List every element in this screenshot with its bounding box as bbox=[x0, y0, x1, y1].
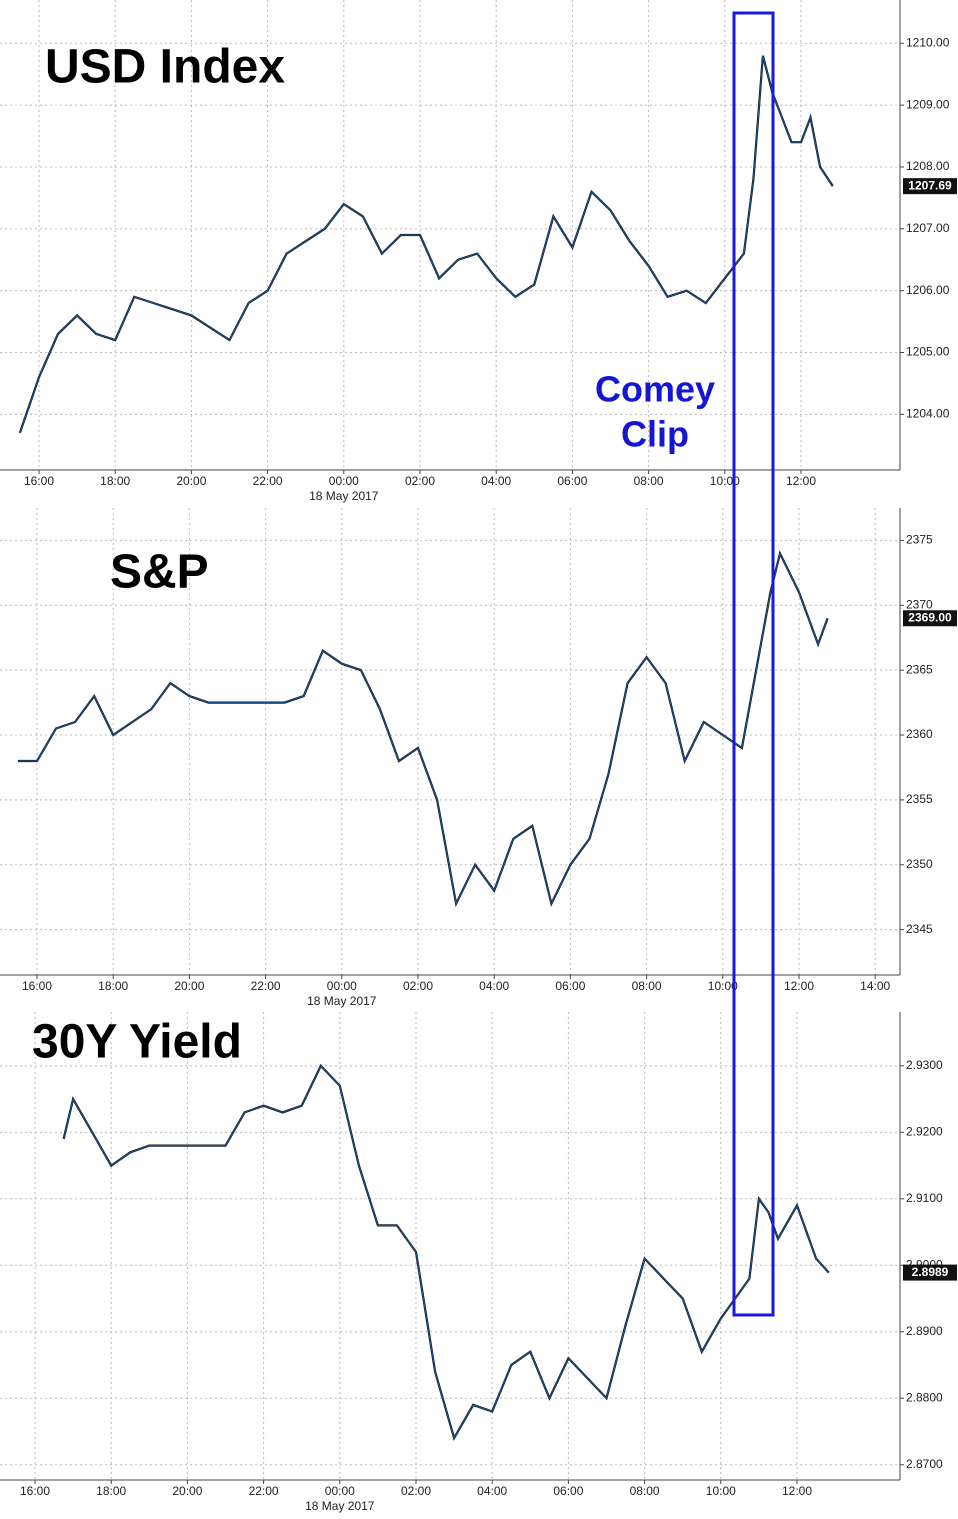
x-tick-label: 00:00 bbox=[329, 474, 359, 488]
x-tick-label: 12:00 bbox=[782, 1484, 812, 1498]
y-tick-label: 2375 bbox=[906, 533, 933, 547]
annotation: Comey bbox=[595, 369, 715, 410]
x-tick-label: 22:00 bbox=[253, 474, 283, 488]
y-tick-label: 2370 bbox=[906, 597, 933, 611]
x-tick-label: 22:00 bbox=[249, 1484, 279, 1498]
x-axis-label: 18 May 2017 bbox=[307, 994, 377, 1008]
x-tick-label: 18:00 bbox=[96, 1484, 126, 1498]
y-tick-label: 2345 bbox=[906, 922, 933, 936]
x-tick-label: 08:00 bbox=[630, 1484, 660, 1498]
y-tick-label: 1206.00 bbox=[906, 283, 950, 297]
price-line bbox=[17, 550, 829, 908]
x-tick-label: 20:00 bbox=[174, 979, 204, 993]
last-value-label: 2.8989 bbox=[912, 1265, 949, 1279]
x-tick-label: 00:00 bbox=[327, 979, 357, 993]
y-tick-label: 2.9300 bbox=[906, 1058, 943, 1072]
y-tick-label: 2.9100 bbox=[906, 1191, 943, 1205]
y-tick-label: 2.8900 bbox=[906, 1324, 943, 1338]
x-tick-label: 06:00 bbox=[555, 979, 585, 993]
x-tick-label: 04:00 bbox=[479, 979, 509, 993]
y-tick-label: 1204.00 bbox=[906, 407, 950, 421]
x-tick-label: 20:00 bbox=[172, 1484, 202, 1498]
x-tick-label: 16:00 bbox=[20, 1484, 50, 1498]
x-tick-label: 04:00 bbox=[477, 1484, 507, 1498]
x-axis-label: 18 May 2017 bbox=[309, 489, 379, 503]
y-tick-label: 2.8800 bbox=[906, 1390, 943, 1404]
x-tick-label: 06:00 bbox=[557, 474, 587, 488]
y-tick-label: 1210.00 bbox=[906, 35, 950, 49]
x-tick-label: 16:00 bbox=[22, 979, 52, 993]
y-tick-label: 1207.00 bbox=[906, 221, 950, 235]
x-axis-label: 18 May 2017 bbox=[305, 1499, 375, 1513]
price-line bbox=[62, 1063, 830, 1441]
x-tick-label: 22:00 bbox=[251, 979, 281, 993]
last-value-box bbox=[903, 610, 957, 627]
x-tick-label: 16:00 bbox=[24, 474, 54, 488]
x-tick-label: 04:00 bbox=[481, 474, 511, 488]
y-tick-label: 2.9200 bbox=[906, 1124, 943, 1138]
x-tick-label: 02:00 bbox=[405, 474, 435, 488]
price-line-overlay bbox=[63, 1064, 830, 1440]
x-tick-label: 18:00 bbox=[100, 474, 130, 488]
highlight-box bbox=[732, 11, 775, 1317]
x-tick-label: 02:00 bbox=[401, 1484, 431, 1498]
x-tick-label: 08:00 bbox=[632, 979, 662, 993]
panel-title: 30Y Yield bbox=[32, 1016, 242, 1069]
x-tick-label: 10:00 bbox=[708, 979, 738, 993]
y-tick-label: 2365 bbox=[906, 662, 933, 676]
price-line-overlay bbox=[17, 551, 829, 906]
y-tick-label: 1209.00 bbox=[906, 97, 950, 111]
y-tick-label: 1208.00 bbox=[906, 159, 950, 173]
y-tick-label: 2350 bbox=[906, 857, 933, 871]
annotation: Clip bbox=[621, 414, 689, 455]
last-value-label: 2369.00 bbox=[908, 610, 952, 624]
x-tick-label: 00:00 bbox=[325, 1484, 355, 1498]
x-tick-label: 02:00 bbox=[403, 979, 433, 993]
y-tick-label: 2355 bbox=[906, 792, 933, 806]
last-value-label: 1207.69 bbox=[908, 178, 952, 192]
x-tick-label: 14:00 bbox=[860, 979, 890, 993]
x-tick-label: 10:00 bbox=[706, 1484, 736, 1498]
x-tick-label: 06:00 bbox=[553, 1484, 583, 1498]
y-tick-label: 2.8700 bbox=[906, 1457, 943, 1471]
last-value-box bbox=[903, 178, 957, 195]
price-line-overlay bbox=[19, 55, 834, 434]
x-tick-label: 12:00 bbox=[784, 979, 814, 993]
panel-title: S&P bbox=[110, 546, 209, 599]
x-tick-label: 18:00 bbox=[98, 979, 128, 993]
last-value-box bbox=[903, 1264, 957, 1281]
x-tick-label: 08:00 bbox=[634, 474, 664, 488]
x-tick-label: 20:00 bbox=[176, 474, 206, 488]
y-tick-label: 1205.00 bbox=[906, 345, 950, 359]
y-tick-label: 2360 bbox=[906, 727, 933, 741]
x-tick-label: 10:00 bbox=[710, 474, 740, 488]
panel-title: USD Index bbox=[45, 41, 285, 94]
x-tick-label: 12:00 bbox=[786, 474, 816, 488]
